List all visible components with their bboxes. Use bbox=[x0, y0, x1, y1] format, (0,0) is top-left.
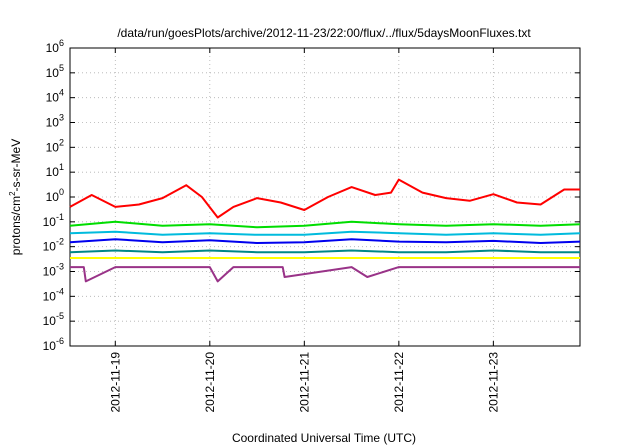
series-line bbox=[70, 267, 580, 281]
y-tick-label: 10-5 bbox=[43, 311, 64, 328]
series-line bbox=[70, 222, 580, 228]
y-tick-label: 10-1 bbox=[43, 212, 64, 229]
y-tick-label: 106 bbox=[46, 38, 64, 55]
series-line bbox=[70, 251, 580, 253]
y-tick-label: 104 bbox=[46, 88, 64, 105]
series-line bbox=[70, 180, 580, 218]
chart-title: /data/run/goesPlots/archive/2012-11-23/2… bbox=[117, 26, 531, 40]
x-tick-label: 2012-11-20 bbox=[203, 352, 217, 413]
x-tick-label: 2012-11-19 bbox=[108, 352, 122, 413]
y-tick-label: 103 bbox=[46, 113, 64, 130]
series-line bbox=[70, 239, 580, 243]
y-tick-label: 10-6 bbox=[43, 336, 64, 353]
y-tick-label: 10-2 bbox=[43, 237, 64, 254]
x-tick-label: 2012-11-21 bbox=[297, 352, 311, 413]
y-axis-label: protons/cm2-s-sr-MeV bbox=[8, 139, 23, 255]
y-tick-label: 10-3 bbox=[43, 262, 64, 279]
series-line bbox=[70, 232, 580, 235]
y-tick-label: 102 bbox=[46, 137, 64, 154]
x-tick-label: 2012-11-23 bbox=[486, 352, 500, 413]
y-tick-label: 10-4 bbox=[43, 286, 64, 303]
y-tick-label: 101 bbox=[46, 162, 64, 179]
y-tick-label: 105 bbox=[46, 63, 64, 80]
y-axis-label-unit: protons/cm bbox=[9, 196, 23, 255]
x-axis: 2012-11-19 2012-11-20 2012-11-21 2012-11-22… bbox=[108, 48, 500, 413]
y-tick-label: 100 bbox=[46, 187, 64, 204]
series-lines bbox=[70, 180, 580, 282]
x-tick-label: 2012-11-22 bbox=[392, 352, 406, 413]
x-axis-label: Coordinated Universal Time (UTC) bbox=[232, 431, 416, 445]
y-axis-label-rest: -s-sr-MeV bbox=[9, 139, 23, 192]
